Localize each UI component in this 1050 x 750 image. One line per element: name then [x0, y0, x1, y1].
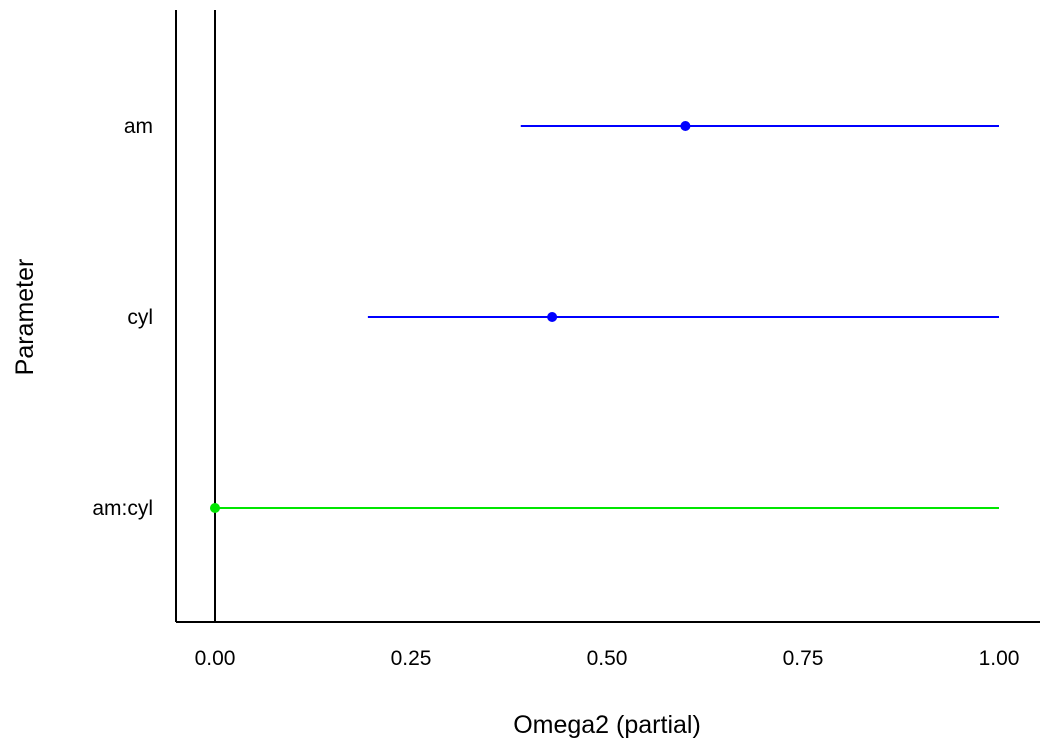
x-tick-label: 0.50: [587, 647, 628, 670]
x-axis-title: Omega2 (partial): [513, 711, 701, 739]
estimate-point: [210, 503, 220, 513]
x-tick-label: 0.00: [195, 647, 236, 670]
parameter-label: cyl: [127, 306, 153, 329]
parameter-labels: am cyl am:cyl: [92, 115, 153, 520]
x-tick-label: 0.25: [391, 647, 432, 670]
axes: [175, 10, 1040, 623]
x-tick-labels: 0.00 0.25 0.50 0.75 1.00: [195, 647, 1020, 670]
x-tick-label: 1.00: [979, 647, 1020, 670]
estimate-point: [547, 312, 558, 322]
x-tick-label: 0.75: [783, 647, 824, 670]
parameter-label: am: [124, 115, 153, 138]
parameter-label: am:cyl: [92, 497, 153, 520]
y-axis-title: Parameter: [11, 259, 39, 376]
confidence-intervals: [210, 121, 999, 513]
estimate-point: [680, 121, 691, 131]
